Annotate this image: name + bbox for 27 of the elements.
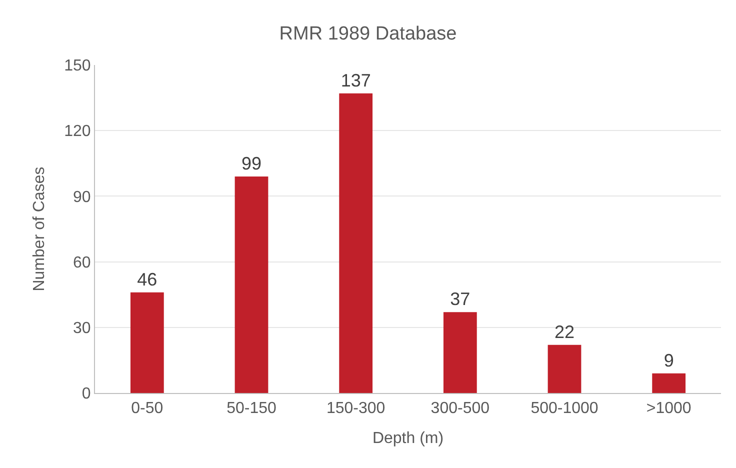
y-axis-title: Number of Cases [30,166,48,292]
data-label: 99 [241,154,262,174]
y-tick-label: 30 [73,320,91,337]
bar [652,373,686,393]
x-axis-title: Depth (m) [372,430,444,447]
bar [234,176,268,393]
x-tick-label: 150-300 [326,400,386,418]
chart-title: RMR 1989 Database [279,23,457,44]
y-tick-label: 90 [73,188,91,206]
x-tick-label: 0-50 [131,400,164,418]
data-label: 137 [340,70,371,90]
x-tick-label: >1000 [646,400,692,418]
bar [443,312,477,393]
data-label: 37 [450,289,470,310]
y-tick-label: 120 [64,123,91,140]
x-tick-label: 500-1000 [530,400,598,418]
data-label: 9 [664,350,674,370]
bar [339,93,373,393]
data-label: 46 [137,269,158,290]
x-tick-label: 50-150 [226,400,277,418]
data-label: 22 [554,322,575,342]
y-tick-label: 0 [82,386,91,403]
bar [548,344,582,393]
bar [130,292,164,393]
y-tick-label: 150 [64,58,91,75]
x-tick-label: 300-500 [430,400,490,418]
y-tick-label: 60 [73,254,91,272]
